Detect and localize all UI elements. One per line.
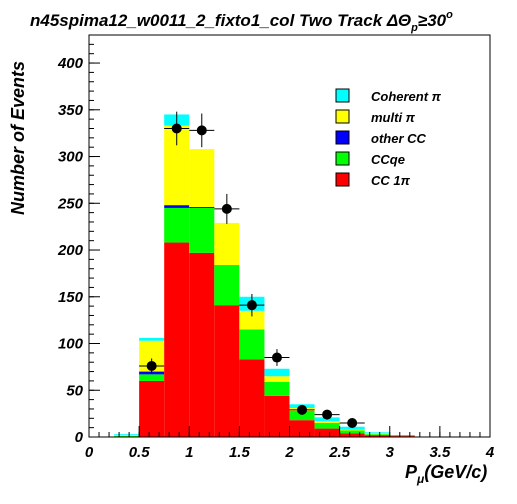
- data-point: [221, 203, 232, 214]
- legend: Coherent π multi π other CC CCqe CC 1π: [335, 88, 442, 188]
- x-tick-label: 1.5: [229, 444, 251, 461]
- y-tick-label: 200: [57, 242, 84, 259]
- bar-segment: [139, 380, 165, 437]
- data-point: [146, 360, 157, 371]
- chart-title-tail: ≥30: [418, 11, 447, 30]
- x-tick-label: 3: [386, 444, 395, 461]
- stacked-bars: [114, 114, 415, 437]
- chart-title: n45spima12_w0011_2_fixto1_col Two Track …: [30, 9, 453, 34]
- bar-segment: [314, 421, 340, 423]
- legend-swatch: [335, 88, 350, 103]
- y-tick-label: 400: [57, 55, 84, 72]
- x-axis-label: Pμ(GeV/c): [405, 462, 487, 486]
- y-axis-label: Number of Events: [8, 61, 28, 215]
- bar-segment: [139, 374, 165, 381]
- legend-label: CC 1π: [371, 173, 411, 188]
- bar-segment: [289, 420, 315, 437]
- bar-segment: [214, 222, 240, 265]
- axes: 0 0.5 1 1.5 2 2.5 3 3.5 4 0 50 100 150 200 250 300 350 40…: [57, 34, 495, 461]
- y-tick-label: 300: [58, 149, 84, 166]
- bar-segment: [214, 264, 240, 306]
- bar-segment: [389, 435, 415, 437]
- y-tick-label: 50: [66, 382, 83, 399]
- x-axis-label-subscript: μ: [416, 472, 425, 486]
- x-tick-label: 2.5: [328, 444, 351, 461]
- bar-segment: [264, 381, 290, 396]
- bar-segment: [239, 329, 265, 360]
- bar-segment: [164, 242, 190, 437]
- data-point: [322, 409, 333, 420]
- legend-label: Coherent π: [371, 89, 442, 104]
- bar-segment: [239, 359, 265, 437]
- bar-segment: [189, 207, 215, 253]
- data-points: [139, 111, 365, 428]
- data-point: [171, 123, 182, 134]
- y-tick-label: 0: [75, 429, 84, 446]
- y-tick-label: 150: [58, 289, 84, 306]
- legend-swatch: [335, 109, 350, 124]
- bar-segment: [314, 428, 340, 437]
- bar-segment: [164, 207, 190, 243]
- legend-label: multi π: [371, 110, 416, 125]
- bar-segment: [264, 368, 290, 377]
- bar-segment: [189, 207, 215, 208]
- bar-segment: [264, 376, 290, 382]
- chart-title-subscript: p: [410, 22, 418, 34]
- bar-segment: [164, 205, 190, 208]
- data-point: [297, 404, 308, 415]
- y-tick-label: 250: [57, 195, 84, 212]
- bar-segment: [364, 434, 390, 436]
- bar-segment: [139, 337, 165, 341]
- x-tick-label: 2: [284, 444, 294, 461]
- bar-segment: [189, 252, 215, 437]
- data-point: [196, 125, 207, 136]
- x-tick-label: 1: [185, 444, 193, 461]
- bar-segment: [264, 395, 290, 437]
- legend-swatch: [335, 151, 350, 166]
- chart-title-superscript: o: [446, 9, 453, 21]
- legend-swatch: [335, 130, 350, 145]
- x-tick-label: 4: [485, 444, 495, 461]
- data-point: [271, 352, 282, 363]
- legend-swatch: [335, 172, 350, 187]
- x-axis-label-tail: (GeV/c): [424, 462, 487, 482]
- y-tick-label: 350: [58, 102, 84, 119]
- bar-segment: [114, 435, 140, 437]
- bar-segment: [339, 429, 365, 431]
- bar-segment: [339, 426, 365, 430]
- x-tick-label: 0.5: [129, 444, 151, 461]
- bar-segment: [114, 434, 140, 436]
- data-point: [347, 417, 358, 428]
- data-point: [246, 300, 257, 311]
- bar-segment: [364, 435, 390, 437]
- legend-label: other CC: [371, 131, 427, 146]
- bar-segment: [364, 433, 390, 435]
- x-tick-label: 3.5: [429, 444, 451, 461]
- x-tick-label: 0: [85, 444, 94, 461]
- bar-segment: [239, 310, 265, 330]
- bar-segment: [289, 410, 315, 421]
- y-tick-label: 100: [58, 336, 84, 353]
- bar-segment: [339, 430, 365, 434]
- bar-segment: [314, 422, 340, 429]
- bar-segment: [214, 305, 240, 437]
- legend-label: CCqe: [371, 152, 405, 167]
- bar-segment: [189, 149, 215, 208]
- bar-segment: [364, 432, 390, 434]
- bar-segment: [339, 433, 365, 437]
